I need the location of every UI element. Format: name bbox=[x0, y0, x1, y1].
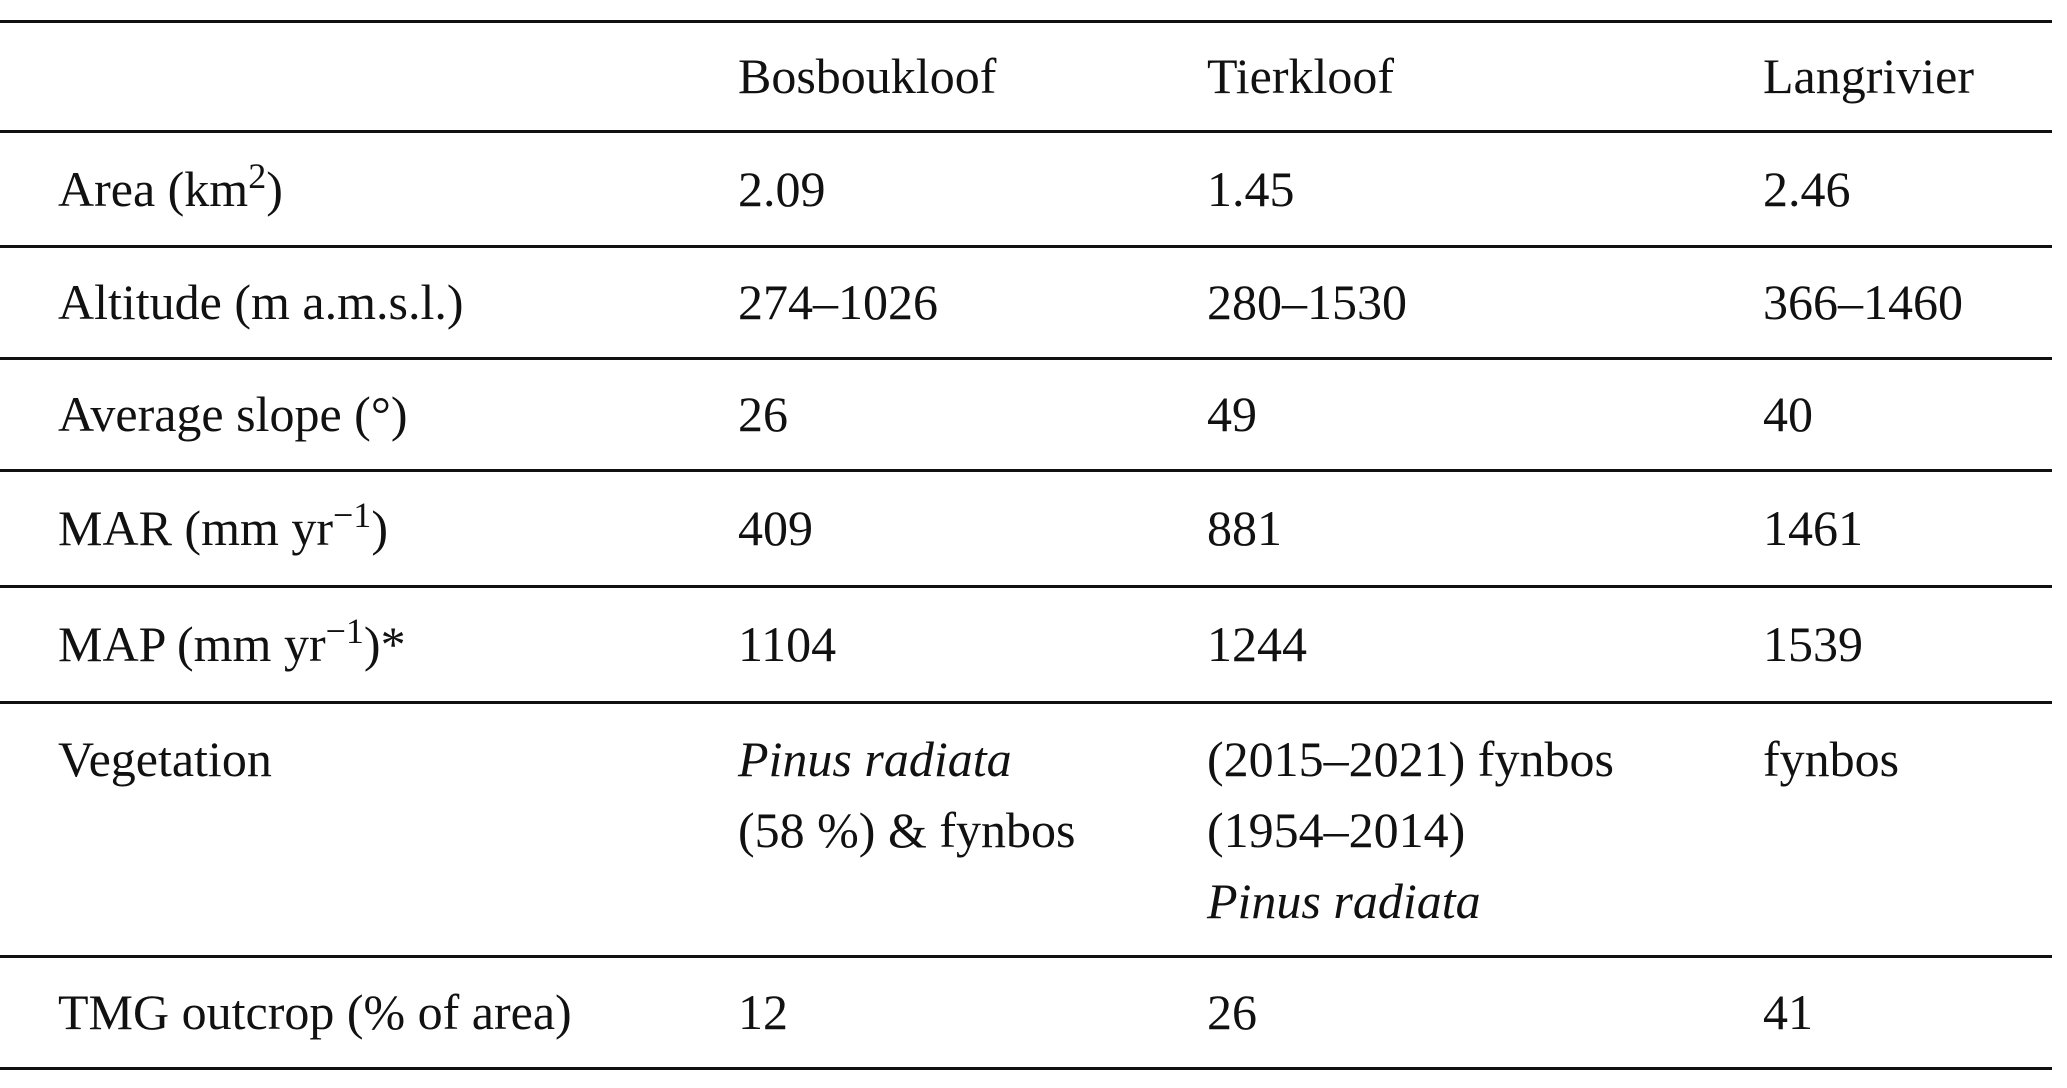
cell-text: 2.09 bbox=[738, 160, 826, 217]
table-cell: 1104 bbox=[738, 586, 1207, 704]
header-cell: Langrivier bbox=[1763, 20, 2052, 133]
column-header: Bosboukloof bbox=[738, 48, 997, 104]
cell-line: (2015–2021) fynbos bbox=[1207, 731, 1614, 787]
row-label: Area (km2) bbox=[0, 131, 738, 248]
cell-text: 12 bbox=[738, 984, 788, 1040]
header-cell: Bosboukloof bbox=[738, 20, 1207, 133]
label-text: 2 bbox=[248, 155, 267, 196]
table-cell: 409 bbox=[738, 470, 1207, 588]
row-label: Average slope (°) bbox=[0, 358, 738, 472]
table-cell: 40 bbox=[1763, 358, 2052, 472]
table-cell: 1539 bbox=[1763, 586, 2052, 704]
cell-line: (1954–2014) bbox=[1207, 802, 1466, 858]
cell-line: (58 %) & fynbos bbox=[738, 802, 1076, 858]
label-text: TMG outcrop (% of area) bbox=[58, 984, 572, 1040]
table-row: Vegetation Pinus radiata (58 %) & fynbos (2… bbox=[0, 702, 2052, 958]
cell-text: 41 bbox=[1763, 984, 1813, 1040]
cell-text: 26 bbox=[1207, 984, 1257, 1040]
header-cell bbox=[0, 20, 738, 133]
cell-line: Pinus radiata bbox=[738, 731, 1012, 787]
table-cell: 49 bbox=[1207, 358, 1763, 472]
cell-text: 1539 bbox=[1763, 616, 1863, 672]
label-text: −1 bbox=[333, 495, 372, 535]
label-text: Vegetation bbox=[58, 731, 272, 787]
label-text: MAP (mm yr bbox=[58, 616, 326, 672]
column-header: Langrivier bbox=[1763, 48, 1975, 104]
table-cell: 26 bbox=[1207, 956, 1763, 1070]
row-label: MAP (mm yr−1)* bbox=[0, 586, 738, 704]
table-row: MAR (mm yr−1) 409 881 1461 bbox=[0, 470, 2052, 588]
table-cell: 2.46 bbox=[1763, 131, 2052, 248]
label-text: ) bbox=[266, 160, 283, 217]
label-text: ) bbox=[371, 500, 388, 556]
label-text: Altitude (m a.m.s.l.) bbox=[58, 274, 464, 330]
cell-text: 274–1026 bbox=[738, 274, 938, 330]
cell-line: Pinus radiata bbox=[1207, 873, 1481, 929]
table-cell: 41 bbox=[1763, 956, 2052, 1070]
table-cell: 1.45 bbox=[1207, 131, 1763, 248]
table-row: Altitude (m a.m.s.l.) 274–1026 280–1530 366… bbox=[0, 246, 2052, 360]
cell-text: 1461 bbox=[1763, 500, 1863, 556]
table-cell: 1244 bbox=[1207, 586, 1763, 704]
table-cell: 280–1530 bbox=[1207, 246, 1763, 360]
cell-text: 280–1530 bbox=[1207, 274, 1407, 330]
cell-text: 1104 bbox=[738, 616, 837, 672]
label-text: Average slope (°) bbox=[58, 386, 408, 442]
table-cell: 366–1460 bbox=[1763, 246, 2052, 360]
header-cell: Tierkloof bbox=[1207, 20, 1763, 133]
table-cell: 12 bbox=[738, 956, 1207, 1070]
cell-text: 366–1460 bbox=[1763, 274, 1963, 330]
cell-text: fynbos bbox=[1763, 731, 1900, 787]
cell-text: 409 bbox=[738, 500, 813, 556]
data-table: Bosboukloof Tierkloof Langrivier Area (km2)… bbox=[0, 20, 2052, 1070]
label-text: )* bbox=[363, 616, 406, 672]
header-row: Bosboukloof Tierkloof Langrivier bbox=[0, 20, 2052, 133]
table-row: MAP (mm yr−1)* 1104 1244 1539 bbox=[0, 586, 2052, 704]
row-label: Vegetation bbox=[0, 702, 738, 958]
cell-text: 2.46 bbox=[1763, 160, 1851, 217]
label-text: −1 bbox=[325, 611, 364, 651]
row-label: MAR (mm yr−1) bbox=[0, 470, 738, 588]
table-cell: Pinus radiata (58 %) & fynbos bbox=[738, 702, 1207, 958]
cell-text: 1244 bbox=[1207, 616, 1307, 672]
table-row: TMG outcrop (% of area) 12 26 41 bbox=[0, 956, 2052, 1070]
cell-text: 49 bbox=[1207, 386, 1257, 442]
table-cell: (2015–2021) fynbos (1954–2014) Pinus radia… bbox=[1207, 702, 1763, 958]
table-cell: fynbos bbox=[1763, 702, 2052, 958]
table-cell: 881 bbox=[1207, 470, 1763, 588]
row-label: TMG outcrop (% of area) bbox=[0, 956, 738, 1070]
table-cell: 274–1026 bbox=[738, 246, 1207, 360]
cell-text: 1.45 bbox=[1207, 160, 1295, 217]
column-header: Tierkloof bbox=[1207, 48, 1395, 104]
cell-text: 26 bbox=[738, 386, 788, 442]
table-row: Area (km2) 2.09 1.45 2.46 bbox=[0, 131, 2052, 248]
cell-text: 40 bbox=[1763, 386, 1813, 442]
table-cell: 26 bbox=[738, 358, 1207, 472]
row-label: Altitude (m a.m.s.l.) bbox=[0, 246, 738, 360]
table-cell: 1461 bbox=[1763, 470, 2052, 588]
table-body: Bosboukloof Tierkloof Langrivier Area (km2)… bbox=[0, 20, 2052, 1070]
label-text: Area (km bbox=[58, 160, 249, 217]
label-text: MAR (mm yr bbox=[58, 500, 333, 556]
table-row: Average slope (°) 26 49 40 bbox=[0, 358, 2052, 472]
table-cell: 2.09 bbox=[738, 131, 1207, 248]
cell-text: 881 bbox=[1207, 500, 1282, 556]
